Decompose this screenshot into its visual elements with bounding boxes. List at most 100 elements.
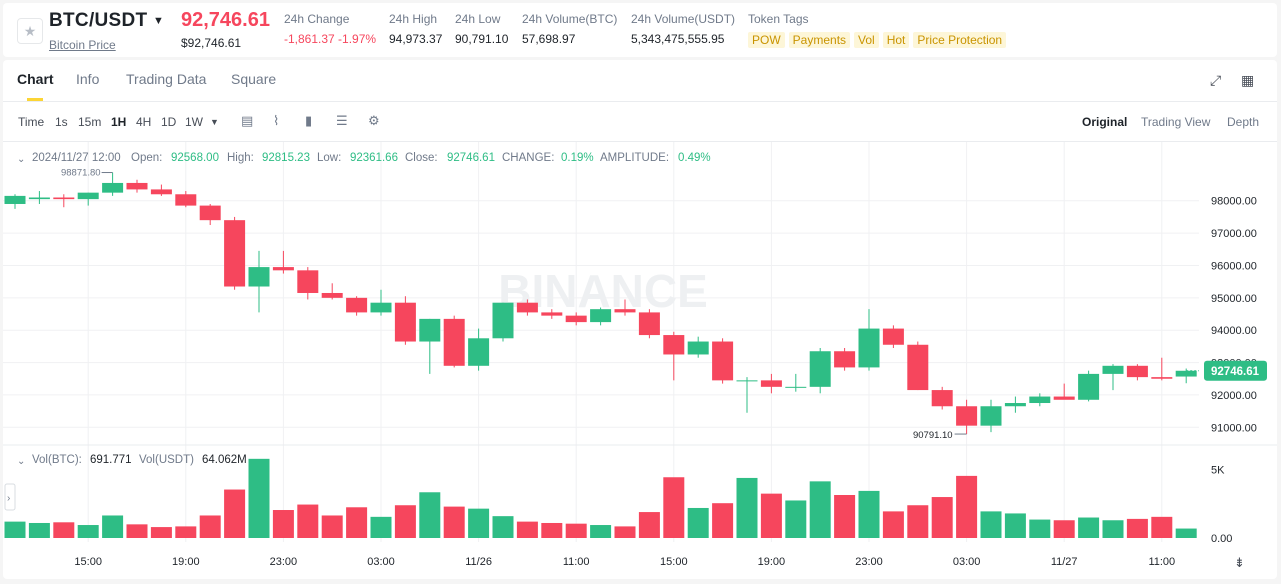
legend-change-label: CHANGE:: [502, 152, 554, 164]
price-annotations: 98871.80 90791.10 92746.61: [61, 168, 1267, 441]
interval-1h[interactable]: 1H: [111, 115, 127, 129]
token-tag[interactable]: Price Protection: [913, 32, 1007, 48]
low-marker-label: 90791.10: [913, 430, 953, 441]
settings-icon[interactable]: ⚙: [368, 113, 380, 128]
stat-24h-volume-btc: 24h Volume(BTC) 57,698.97: [522, 12, 617, 46]
interval-4h[interactable]: 4H: [136, 115, 152, 129]
fullscreen-icon[interactable]: ⤢: [1210, 72, 1222, 88]
price-tick-label: 95000.00: [1211, 293, 1257, 305]
candle-body: [4, 195, 26, 204]
last-price: 92,746.61: [181, 9, 270, 31]
candle-body: [126, 182, 148, 190]
stat-value: 94,973.37: [389, 32, 443, 46]
candle-body: [565, 315, 587, 323]
token-tags: Token Tags POW Payments Vol Hot Price Pr…: [748, 12, 1007, 48]
expand-side-button[interactable]: [4, 483, 16, 511]
price-tick-label: 91000.00: [1211, 422, 1257, 434]
candle-body: [492, 302, 514, 339]
candle-body: [590, 309, 612, 323]
legend-close-label: Close:: [405, 152, 438, 164]
volume-bar: [492, 516, 514, 538]
tab-square[interactable]: Square: [231, 71, 277, 87]
candle-body: [663, 335, 685, 355]
candle-body: [297, 270, 319, 293]
tab-chart[interactable]: Chart: [17, 71, 54, 87]
stat-24h-high: 24h High 94,973.37: [389, 12, 442, 46]
stat-label: 24h Volume(BTC): [522, 12, 618, 26]
legend-low: 92361.66: [350, 152, 398, 164]
pair-title[interactable]: BTC/USDT: [49, 10, 148, 31]
stat-24h-change: 24h Change -1,861.37 -1.97%: [284, 12, 376, 46]
volume-bar: [370, 516, 392, 538]
interval-1s[interactable]: 1s: [55, 115, 68, 129]
chart-canvas[interactable]: BINANCE ⌄ 2024/11/27 12:00 Open: 92568.0…: [3, 142, 1277, 584]
candle-body: [468, 338, 490, 366]
favorite-star-icon[interactable]: ★: [17, 18, 43, 44]
candle-body: [77, 192, 99, 200]
layout-grid-icon[interactable]: ▦: [1241, 72, 1255, 88]
view-depth[interactable]: Depth: [1227, 115, 1260, 129]
candlestick-chart[interactable]: BINANCE ⌄ 2024/11/27 12:00 Open: 92568.0…: [3, 142, 1277, 579]
volume-bar: [1102, 520, 1124, 538]
legend-collapse-chevron-icon[interactable]: ⌄: [17, 154, 25, 165]
candle-body: [1078, 373, 1100, 400]
template-icon[interactable]: ☰: [336, 113, 348, 128]
candle-body: [638, 312, 660, 336]
volume-bar: [77, 525, 99, 538]
time-axis: 15:00 19:00 23:00 03:00 11/26 11:00 15:00 19:00…: [74, 556, 1175, 568]
chevron-right-icon[interactable]: ›: [7, 493, 10, 504]
volume-bar: [28, 522, 50, 538]
vol-legend-collapse-chevron-icon[interactable]: ⌄: [17, 456, 25, 467]
volume-tick-label: 5K: [1211, 465, 1225, 477]
volume-bar: [712, 503, 734, 538]
view-trading-view[interactable]: Trading View: [1141, 115, 1211, 129]
volume-bar: [346, 507, 368, 538]
volume-bar: [931, 497, 953, 538]
token-tag[interactable]: Vol: [854, 32, 879, 48]
time-tick-label: 19:00: [758, 556, 786, 568]
volume-bar: [590, 525, 612, 538]
time-tick-label: 11/27: [1051, 556, 1078, 568]
volume-bar: [150, 527, 172, 538]
volume-bar: [224, 489, 246, 538]
token-tag[interactable]: POW: [748, 32, 785, 48]
pair-subtitle-link[interactable]: Bitcoin Price: [49, 38, 116, 52]
volume-bar: [272, 510, 294, 538]
legend-high: 92815.23: [262, 152, 310, 164]
volume-bar: [882, 511, 904, 538]
candle-body: [614, 309, 636, 313]
indicator-icon[interactable]: ⌇: [273, 113, 280, 128]
tab-trading-data[interactable]: Trading Data: [126, 71, 207, 87]
tab-info[interactable]: Info: [76, 71, 100, 87]
candle-body: [858, 328, 880, 368]
pair-dropdown-chevron-icon[interactable]: ▼: [153, 15, 164, 27]
candle-body: [150, 189, 172, 195]
current-price-badge: [1204, 360, 1267, 381]
candles-layer: [4, 172, 1197, 435]
interval-15m[interactable]: 15m: [78, 115, 102, 129]
token-tag[interactable]: Payments: [788, 32, 851, 48]
volume-bar: [1151, 516, 1173, 538]
volume-legend: Vol(BTC): 691.771 Vol(USDT) 64.062M: [32, 454, 247, 466]
stat-label: 24h Low: [455, 12, 501, 26]
candle-type-icon[interactable]: ▮: [305, 113, 313, 128]
time-tick-label: 11/26: [465, 556, 492, 568]
legend-amplitude: 0.49%: [678, 152, 711, 164]
token-tag[interactable]: Hot: [882, 32, 910, 48]
scale-settings-icon[interactable]: ⇟: [1234, 555, 1245, 570]
volume-bar: [687, 507, 709, 538]
interval-1w[interactable]: 1W: [185, 115, 203, 129]
legend-amplitude-label: AMPLITUDE:: [600, 152, 669, 164]
time-tick-label: 19:00: [172, 556, 200, 568]
calendar-icon[interactable]: ▤: [241, 113, 254, 128]
stat-label: 24h High: [389, 12, 438, 26]
legend-change: 0.19%: [561, 152, 594, 164]
stat-value: -1,861.37 -1.97%: [284, 32, 377, 46]
legend-date: 2024/11/27 12:00: [32, 152, 121, 164]
interval-chevron-down-icon[interactable]: ▼: [210, 117, 219, 127]
candle-body: [907, 344, 929, 391]
legend-open: 92568.00: [171, 152, 219, 164]
view-original[interactable]: Original: [1082, 115, 1128, 129]
interval-1d[interactable]: 1D: [161, 115, 177, 129]
legend-high-label: High:: [227, 152, 254, 164]
